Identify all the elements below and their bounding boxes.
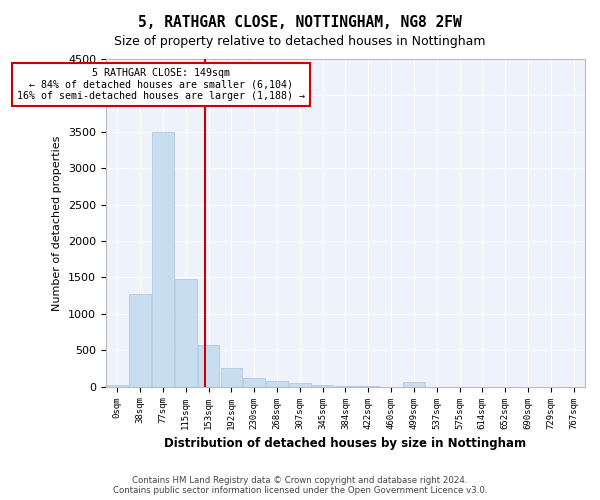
- Text: 5 RATHGAR CLOSE: 149sqm
← 84% of detached houses are smaller (6,104)
16% of semi: 5 RATHGAR CLOSE: 149sqm ← 84% of detache…: [17, 68, 305, 101]
- Bar: [312, 385, 334, 386]
- Text: Contains HM Land Registry data © Crown copyright and database right 2024.
Contai: Contains HM Land Registry data © Crown c…: [113, 476, 487, 495]
- Bar: [244, 378, 265, 386]
- Bar: [175, 279, 197, 386]
- Bar: [106, 384, 128, 386]
- X-axis label: Distribution of detached houses by size in Nottingham: Distribution of detached houses by size …: [164, 437, 526, 450]
- Bar: [152, 132, 174, 386]
- Bar: [197, 345, 220, 387]
- Bar: [403, 382, 425, 386]
- Bar: [221, 368, 242, 386]
- Bar: [289, 384, 311, 386]
- Bar: [129, 294, 151, 386]
- Text: 5, RATHGAR CLOSE, NOTTINGHAM, NG8 2FW: 5, RATHGAR CLOSE, NOTTINGHAM, NG8 2FW: [138, 15, 462, 30]
- Bar: [266, 381, 288, 386]
- Y-axis label: Number of detached properties: Number of detached properties: [52, 135, 62, 310]
- Text: Size of property relative to detached houses in Nottingham: Size of property relative to detached ho…: [114, 35, 486, 48]
